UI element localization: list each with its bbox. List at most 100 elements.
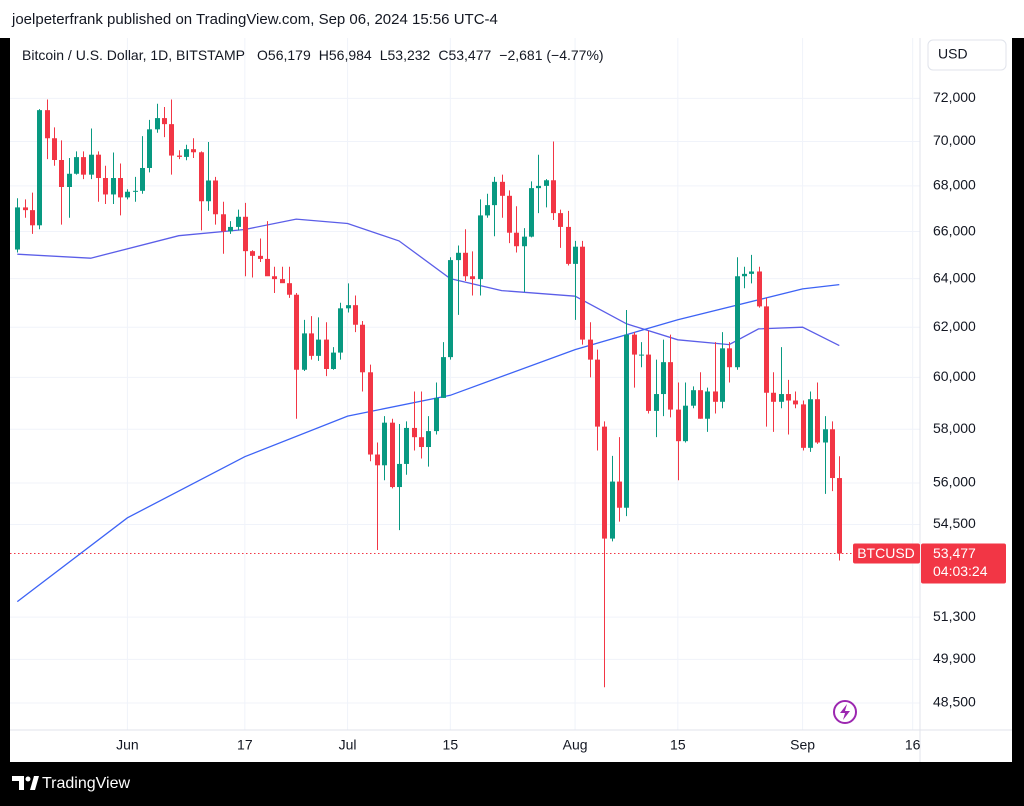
- legend-key: O: [257, 47, 268, 63]
- candle-body: [764, 306, 769, 393]
- candle-body: [140, 167, 145, 191]
- candle-body: [661, 362, 666, 395]
- x-tick-label: 17: [237, 737, 253, 753]
- legend-symbol: Bitcoin / U.S. Dollar, 1D, BITSTAMP: [22, 47, 245, 63]
- candle-body: [698, 390, 703, 419]
- logo-dot: [25, 776, 31, 782]
- x-tick-label: Jul: [339, 737, 357, 753]
- currency-button[interactable]: [927, 39, 1007, 71]
- candle-body: [691, 390, 696, 406]
- candle-body: [456, 252, 461, 261]
- legend-key: L: [380, 47, 388, 63]
- y-tick-label: 51,300: [933, 608, 976, 624]
- candle-body: [52, 138, 57, 160]
- candle-body: [280, 279, 285, 284]
- y-tick-label: 66,000: [933, 222, 976, 238]
- candle-body: [162, 118, 167, 125]
- x-tick-label: 15: [670, 737, 686, 753]
- candle-body: [441, 357, 446, 398]
- y-tick-label: 54,500: [933, 515, 976, 531]
- candle-body: [492, 181, 497, 206]
- candle-body: [404, 427, 409, 464]
- candle-body: [544, 180, 549, 186]
- candle-body: [837, 478, 842, 554]
- candle-body: [250, 251, 255, 256]
- lightning-icon: [840, 704, 850, 720]
- candle-body: [346, 305, 351, 309]
- candle-body: [749, 271, 754, 274]
- x-tick-label: Aug: [563, 737, 588, 753]
- candle-body: [551, 180, 556, 214]
- candle-body: [81, 157, 86, 175]
- candle-body: [324, 339, 329, 369]
- candle-body: [169, 124, 174, 156]
- candle-body: [646, 354, 651, 411]
- legend-value: 53,477: [448, 47, 491, 63]
- x-tick-label: Jun: [116, 737, 139, 753]
- candle-body: [294, 294, 299, 370]
- candle-body: [309, 333, 314, 356]
- candle-body: [830, 429, 835, 479]
- candle-body: [390, 422, 395, 488]
- candle-body: [624, 334, 629, 508]
- logo-shape: [30, 776, 39, 790]
- candle-body: [617, 481, 622, 508]
- candle-body: [602, 426, 607, 539]
- candle-body: [771, 392, 776, 402]
- candle-body: [191, 149, 196, 153]
- countdown: 04:03:24: [933, 563, 988, 579]
- candle-body: [529, 188, 534, 237]
- y-tick-label: 48,500: [933, 694, 976, 710]
- candle-body: [353, 305, 358, 325]
- candle-body: [779, 394, 784, 402]
- candle-body: [786, 394, 791, 401]
- candle-body: [536, 185, 541, 189]
- candle-body: [801, 404, 806, 448]
- candle-body: [206, 180, 211, 202]
- candle-body: [125, 191, 130, 198]
- candle-body: [147, 129, 152, 168]
- candle-body: [639, 354, 644, 356]
- candle-body: [683, 405, 688, 442]
- candle-body: [111, 178, 116, 195]
- candle-body: [96, 154, 101, 179]
- candle-body: [397, 463, 402, 488]
- brand-logo: [12, 776, 39, 790]
- candle-body: [265, 258, 270, 277]
- candle-body: [221, 214, 226, 232]
- candle-body: [507, 195, 512, 233]
- candle-body: [118, 178, 123, 198]
- candle-body: [478, 215, 483, 280]
- candle-body: [426, 431, 431, 448]
- candle-body: [419, 437, 424, 448]
- candle-body: [184, 149, 189, 157]
- legend-value: 56,984: [329, 47, 372, 63]
- candle-body: [580, 246, 585, 340]
- candle-body: [808, 399, 813, 448]
- legend-key: H: [319, 47, 329, 63]
- candle-body: [155, 118, 160, 130]
- brand-name: TradingView: [42, 775, 130, 792]
- candle-body: [610, 481, 615, 539]
- candle-body: [815, 399, 820, 443]
- currency-label[interactable]: USD: [938, 46, 968, 62]
- candle-body: [500, 181, 505, 196]
- candle-body: [654, 394, 659, 411]
- candle-body: [15, 207, 20, 250]
- candle-body: [522, 236, 527, 247]
- candle-body: [360, 324, 365, 373]
- candle-body: [89, 154, 94, 175]
- candle-body: [705, 391, 710, 419]
- x-tick-label: 15: [443, 737, 459, 753]
- candle-body: [228, 226, 233, 232]
- candle-body: [727, 348, 732, 368]
- candle-body: [59, 159, 64, 187]
- candle-body: [74, 157, 79, 174]
- candle-body: [23, 207, 28, 211]
- candle-body: [742, 273, 747, 277]
- candle-body: [236, 216, 241, 227]
- legend-change: −2,681 (−4.77%): [499, 47, 603, 63]
- y-tick-label: 64,000: [933, 269, 976, 285]
- candle-body: [463, 252, 468, 277]
